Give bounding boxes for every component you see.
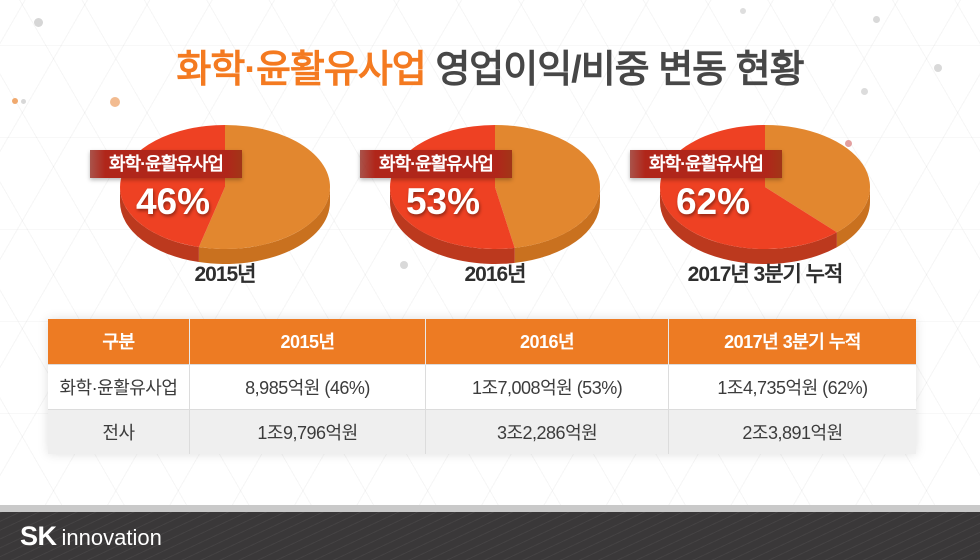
page-title: 화학·윤활유사업 영업이익/비중 변동 현황 <box>0 38 980 93</box>
footer-divider <box>0 505 980 512</box>
page-title-rest: 영업이익/비중 변동 현황 <box>425 49 804 91</box>
decor-dot <box>12 98 18 104</box>
page-title-highlight: 화학·윤활유사업 <box>176 49 426 91</box>
summary-table: 구분 2015년 2016년 2017년 3분기 누적 화학·윤활유사업 8,9… <box>48 319 916 454</box>
pie-2017q3-ribbon-label: 화학·윤활유사업 <box>630 150 782 178</box>
decor-dot <box>110 97 120 107</box>
decor-dot <box>861 88 868 95</box>
decor-dot <box>845 140 852 147</box>
pie-chart-2015: 화학·윤활유사업 46% 2015년 <box>90 110 360 290</box>
decor-dot <box>400 261 408 269</box>
pie-2016-caption: 2016년 <box>464 263 526 286</box>
decor-dot <box>934 64 942 72</box>
pie-2015-ribbon-label: 화학·윤활유사업 <box>90 150 242 178</box>
footer: SK innovation <box>0 512 980 560</box>
col-header-2016: 2016년 <box>425 319 670 364</box>
table-cell: 1조9,796억원 <box>189 408 427 454</box>
table-cell: 2조3,891억원 <box>668 408 916 454</box>
pie-2016-ribbon-label: 화학·윤활유사업 <box>360 150 512 178</box>
pie-2017q3-percent: 62% <box>675 181 751 222</box>
logo-innovation: innovation <box>61 524 162 550</box>
pie-2015-caption: 2015년 <box>194 263 256 286</box>
pie-chart-2017q3: 화학·윤활유사업 62% 2017년 3분기 누적 <box>630 110 900 290</box>
pie-2017q3-caption: 2017년 3분기 누적 <box>687 263 844 286</box>
col-header-category: 구분 <box>48 319 190 364</box>
decor-dot <box>873 16 880 23</box>
decor-dot <box>34 18 43 27</box>
table-cell: 8,985억원 (46%) <box>189 363 427 409</box>
table-cell: 전사 <box>48 408 190 454</box>
pie-chart-2016: 화학·윤활유사업 53% 2016년 <box>360 110 630 290</box>
table-cell: 1조4,735억원 (62%) <box>668 363 916 409</box>
decor-dot <box>21 99 26 104</box>
table-row-business: 화학·윤활유사업 8,985억원 (46%) 1조7,008억원 (53%) 1… <box>48 363 916 409</box>
decor-dot <box>740 8 746 14</box>
table-cell: 1조7,008억원 (53%) <box>425 363 670 409</box>
col-header-2017q3: 2017년 3분기 누적 <box>668 319 916 364</box>
table-cell: 화학·윤활유사업 <box>48 363 190 409</box>
logo-sk: SK <box>20 520 57 551</box>
table-cell: 3조2,286억원 <box>425 408 670 454</box>
pie-2015-percent: 46% <box>135 181 211 222</box>
sk-innovation-logo: SK innovation <box>20 521 162 552</box>
table-row-company-total: 전사 1조9,796억원 3조2,286억원 2조3,891억원 <box>48 408 916 454</box>
table-header-row: 구분 2015년 2016년 2017년 3분기 누적 <box>48 319 916 364</box>
col-header-2015: 2015년 <box>189 319 427 364</box>
pie-2016-percent: 53% <box>405 181 481 222</box>
